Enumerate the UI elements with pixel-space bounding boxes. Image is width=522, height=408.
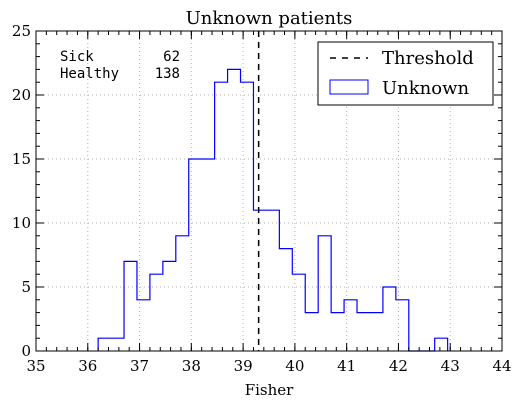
- x-tick-label: 35: [26, 357, 45, 375]
- annotation-label-sick: Sick: [60, 49, 94, 65]
- y-tick-label: 0: [21, 342, 31, 360]
- x-tick-label: 43: [441, 357, 460, 375]
- x-tick-label: 39: [234, 357, 253, 375]
- x-tick-label: 37: [130, 357, 149, 375]
- legend-threshold-label: Threshold: [382, 48, 474, 69]
- histogram-outline: [97, 68, 449, 352]
- legend-unknown-swatch: [329, 79, 369, 95]
- annotation-value-sick: 62: [163, 49, 180, 65]
- annotation-value-healthy: 138: [155, 66, 180, 82]
- axis-tick-labels: 35 36 37 38 39 40 41 42 43 44 0 5 10 15 20 25: [12, 22, 512, 375]
- y-tick-label: 15: [12, 150, 31, 168]
- legend: Threshold Unknown: [317, 41, 494, 106]
- chart-title: Unknown patients: [186, 8, 353, 29]
- x-tick-label: 42: [389, 357, 408, 375]
- x-tick-label: 38: [182, 357, 201, 375]
- x-tick-label: 36: [78, 357, 97, 375]
- plot-frame: [35, 30, 503, 352]
- x-tick-label: 41: [337, 357, 356, 375]
- x-axis-label: Fisher: [245, 381, 294, 399]
- axis-ticks: [35, 30, 503, 352]
- y-tick-label: 25: [12, 22, 31, 40]
- count-annotation: Sick 62 Healthy 138: [60, 49, 180, 82]
- y-tick-label: 5: [21, 278, 31, 296]
- histogram-series-unknown: [97, 68, 449, 352]
- annotation-label-healthy: Healthy: [60, 66, 119, 82]
- y-tick-label: 10: [12, 214, 31, 232]
- x-tick-label: 44: [492, 357, 511, 375]
- x-tick-label: 40: [285, 357, 304, 375]
- y-tick-label: 20: [12, 86, 31, 104]
- legend-unknown-label: Unknown: [382, 78, 470, 99]
